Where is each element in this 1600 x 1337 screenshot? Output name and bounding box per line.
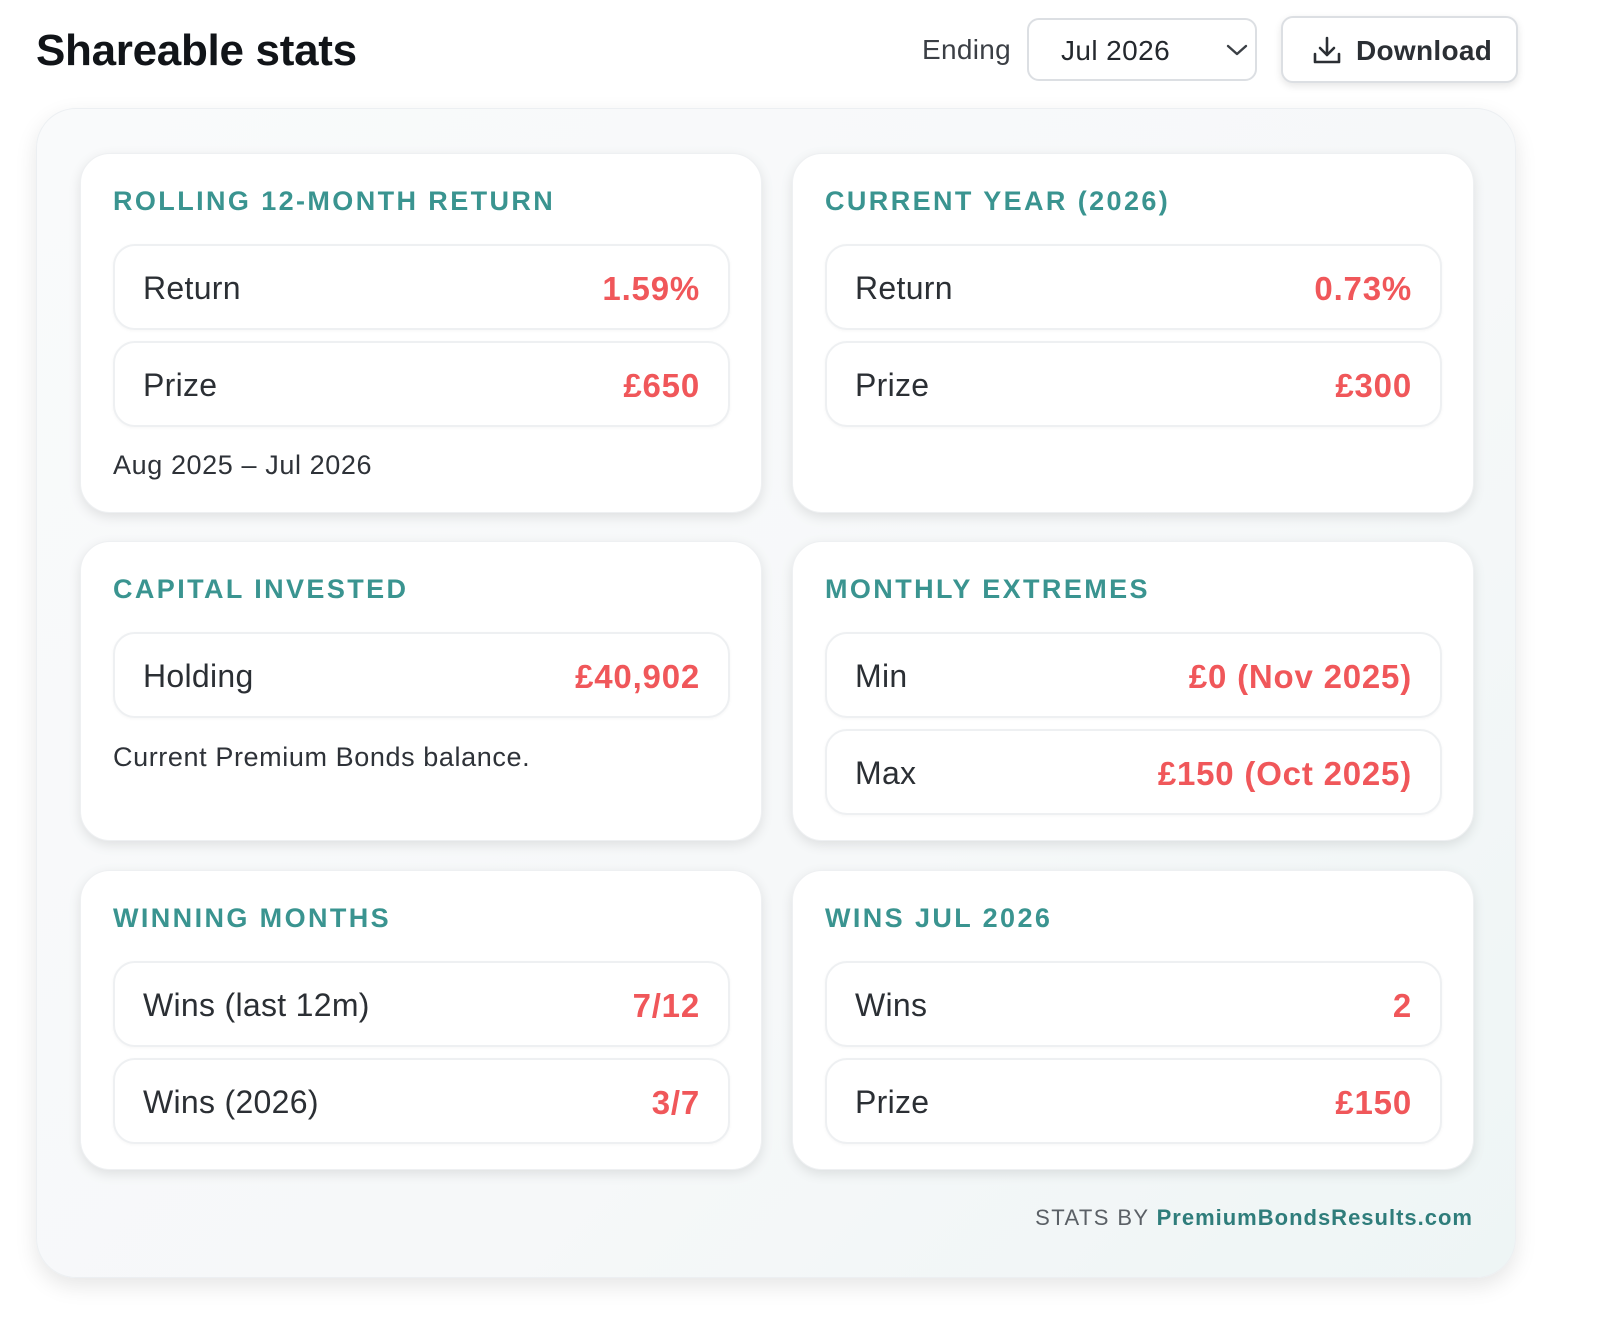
panel-title: Monthly extremes [825,574,1150,604]
stat-value: £40,902 [575,658,700,695]
stat-row-max: Max £150 (Oct 2025) [825,729,1442,815]
stat-value: £150 (Oct 2025) [1157,755,1412,792]
stat-label: Return [855,270,953,306]
stat-value: £300 [1335,367,1412,404]
stats-card: Rolling 12-month return Return 1.59% Pri… [36,108,1516,1278]
stat-label: Wins [855,987,928,1023]
balance-note: Current Premium Bonds balance. [113,742,531,772]
panel-capital-invested: Capital invested Holding £40,902 Current… [80,541,762,841]
panel-title: Rolling 12-month return [113,186,556,216]
attribution-footer: STATS BY PremiumBondsResults.com [1035,1205,1473,1231]
stat-value: 3/7 [651,1084,700,1121]
stat-label: Holding [143,658,254,694]
stat-label: Prize [855,367,930,403]
stat-row-prize: Prize £150 [825,1058,1442,1144]
stat-value: 2 [1392,987,1412,1024]
page-title: Shareable stats [36,26,357,75]
stat-label: Max [855,755,917,791]
attribution-brand: PremiumBondsResults.com [1156,1205,1473,1230]
stat-row-wins-last-12m: Wins (last 12m) 7/12 [113,961,730,1047]
stat-value: 7/12 [632,987,700,1024]
stat-row-prize: Prize £300 [825,341,1442,427]
chevron-down-icon [1225,42,1249,63]
stat-value: 1.59% [602,270,700,307]
stat-row-prize: Prize £650 [113,341,730,427]
stat-label: Return [143,270,241,306]
stat-label: Wins (2026) [143,1084,319,1120]
stat-row-holding: Holding £40,902 [113,632,730,718]
attribution-prefix: STATS BY [1035,1205,1150,1230]
panel-title: Winning months [113,903,392,933]
panel-title: Capital invested [113,574,409,604]
stat-value: £650 [623,367,700,404]
panel-winning-months: Winning months Wins (last 12m) 7/12 Wins… [80,870,762,1170]
panel-current-year: Current year (2026) Return 0.73% Prize £… [792,153,1474,513]
panel-title: Current year (2026) [825,186,1171,216]
download-icon [1311,35,1343,72]
ending-label: Ending [922,34,1011,65]
stat-label: Wins (last 12m) [143,987,370,1023]
stat-value: £0 (Nov 2025) [1188,658,1412,695]
period-note: Aug 2025 – Jul 2026 [113,450,373,480]
header-bar: Shareable stats Ending Jul 2026 Download [0,0,1600,100]
stat-value: £150 [1335,1084,1412,1121]
stat-row-wins: Wins 2 [825,961,1442,1047]
stat-row-return: Return 0.73% [825,244,1442,330]
stat-row-min: Min £0 (Nov 2025) [825,632,1442,718]
panel-monthly-extremes: Monthly extremes Min £0 (Nov 2025) Max £… [792,541,1474,841]
stat-value: 0.73% [1314,270,1412,307]
download-label: Download [1356,35,1493,66]
stat-label: Min [855,658,908,694]
panel-wins-month: Wins Jul 2026 Wins 2 Prize £150 [792,870,1474,1170]
stat-row-return: Return 1.59% [113,244,730,330]
download-button[interactable]: Download [1281,16,1518,83]
stat-row-wins-year: Wins (2026) 3/7 [113,1058,730,1144]
stat-label: Prize [143,367,218,403]
panel-rolling-return: Rolling 12-month return Return 1.59% Pri… [80,153,762,513]
ending-month-select[interactable]: Jul 2026 [1027,18,1257,81]
ending-month-value: Jul 2026 [1061,35,1171,66]
panel-title: Wins Jul 2026 [825,903,1053,933]
stat-label: Prize [855,1084,930,1120]
